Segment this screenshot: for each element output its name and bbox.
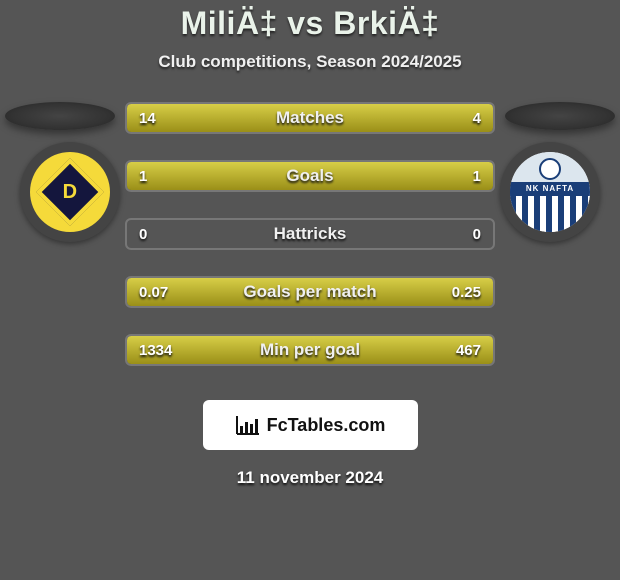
stat-bar: 144Matches <box>125 102 495 134</box>
stat-row: 11Goals <box>125 160 495 192</box>
date-text: 11 november 2024 <box>0 468 620 488</box>
stats-area: D NK NAFTA 144Matches 11Goals 00Hattricks 0… <box>0 102 620 378</box>
shadow-ellipse-right <box>505 102 615 130</box>
team-right-crest: NK NAFTA <box>510 152 590 232</box>
stat-label: Min per goal <box>127 340 493 360</box>
team-left-initial: D <box>63 180 77 203</box>
stat-row: 0.070.25Goals per match <box>125 276 495 308</box>
stat-label: Matches <box>127 108 493 128</box>
stat-row: 00Hattricks <box>125 218 495 250</box>
stat-label: Hattricks <box>127 224 493 244</box>
comparison-card: MiliÄ‡ vs BrkiÄ‡ Club competitions, Seas… <box>0 0 620 488</box>
stat-bar: 0.070.25Goals per match <box>125 276 495 308</box>
shadow-ellipse-left <box>5 102 115 130</box>
team-left-crest: D <box>30 152 110 232</box>
stat-bar: 1334467Min per goal <box>125 334 495 366</box>
stat-bar: 00Hattricks <box>125 218 495 250</box>
stat-label: Goals <box>127 166 493 186</box>
brand-text: FcTables.com <box>267 415 386 436</box>
team-right-badge: NK NAFTA <box>500 142 600 242</box>
stat-bar: 11Goals <box>125 160 495 192</box>
stat-row: 144Matches <box>125 102 495 134</box>
page-subtitle: Club competitions, Season 2024/2025 <box>0 52 620 72</box>
page-title: MiliÄ‡ vs BrkiÄ‡ <box>0 5 620 42</box>
stat-row: 1334467Min per goal <box>125 334 495 366</box>
stat-bars: 144Matches 11Goals 00Hattricks 0.070.25Goal… <box>0 102 620 378</box>
team-left-badge: D <box>20 142 120 242</box>
stat-label: Goals per match <box>127 282 493 302</box>
bar-chart-icon <box>235 414 261 436</box>
brand-box[interactable]: FcTables.com <box>203 400 418 450</box>
team-right-banner: NK NAFTA <box>510 182 590 196</box>
